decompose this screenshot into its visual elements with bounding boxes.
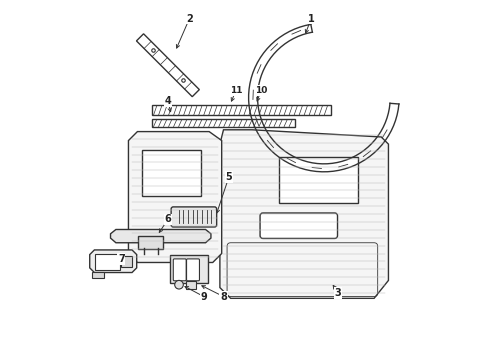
Polygon shape xyxy=(136,34,199,97)
FancyBboxPatch shape xyxy=(173,259,186,281)
Text: 3: 3 xyxy=(335,288,342,298)
FancyBboxPatch shape xyxy=(260,213,338,238)
FancyBboxPatch shape xyxy=(139,236,163,249)
Text: 4: 4 xyxy=(165,96,172,106)
Circle shape xyxy=(175,280,183,289)
Text: 9: 9 xyxy=(200,292,207,302)
Text: 7: 7 xyxy=(118,254,124,264)
Text: 11: 11 xyxy=(230,86,242,95)
FancyBboxPatch shape xyxy=(96,254,120,270)
FancyBboxPatch shape xyxy=(152,119,295,127)
FancyBboxPatch shape xyxy=(142,149,201,196)
Polygon shape xyxy=(220,130,389,298)
Text: 2: 2 xyxy=(186,14,193,24)
Polygon shape xyxy=(90,250,137,273)
Text: 8: 8 xyxy=(220,292,227,302)
FancyBboxPatch shape xyxy=(279,157,358,203)
FancyBboxPatch shape xyxy=(186,282,196,289)
FancyBboxPatch shape xyxy=(171,255,208,283)
Polygon shape xyxy=(111,229,211,243)
FancyBboxPatch shape xyxy=(92,272,104,278)
FancyBboxPatch shape xyxy=(171,207,217,227)
Text: 10: 10 xyxy=(255,86,268,95)
FancyBboxPatch shape xyxy=(187,259,199,281)
FancyBboxPatch shape xyxy=(121,256,132,267)
FancyBboxPatch shape xyxy=(152,105,331,116)
Text: 6: 6 xyxy=(165,215,172,224)
Text: 1: 1 xyxy=(308,14,315,24)
Polygon shape xyxy=(128,132,221,262)
Text: 5: 5 xyxy=(225,172,232,182)
